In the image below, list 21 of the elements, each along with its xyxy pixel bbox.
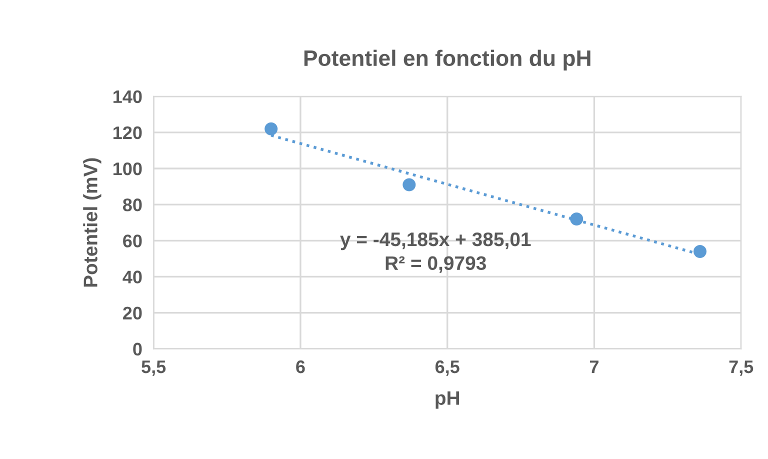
point bbox=[264, 122, 278, 136]
point bbox=[693, 244, 706, 258]
y-tick-label: 60 bbox=[123, 234, 142, 248]
x-tick-label: 7,5 bbox=[729, 360, 754, 376]
x-tick-label: 6,5 bbox=[435, 360, 460, 376]
point bbox=[402, 178, 416, 192]
x-axis-title: pH bbox=[436, 391, 460, 409]
chart-title: Potentiel en fonction du pH bbox=[304, 50, 590, 70]
x-tick-label: 6 bbox=[296, 360, 305, 374]
x-tick-label: 5,5 bbox=[142, 360, 166, 376]
y-tick-label: 100 bbox=[114, 162, 142, 176]
y-tick-label: 20 bbox=[123, 306, 142, 320]
x-tick-label: 7 bbox=[590, 360, 598, 374]
y-tick-label: 40 bbox=[122, 270, 142, 284]
annotation: y = -45,185x + 385,01 R² = 0,9793 bbox=[340, 232, 531, 273]
point bbox=[570, 212, 584, 226]
y-axis-title: Potentiel (mV) bbox=[83, 158, 102, 287]
y-tick-label: 0 bbox=[133, 342, 142, 356]
y-tick-label: 120 bbox=[114, 126, 142, 140]
y-tick-label: 140 bbox=[114, 90, 142, 104]
y-tick-label: 80 bbox=[122, 198, 142, 212]
